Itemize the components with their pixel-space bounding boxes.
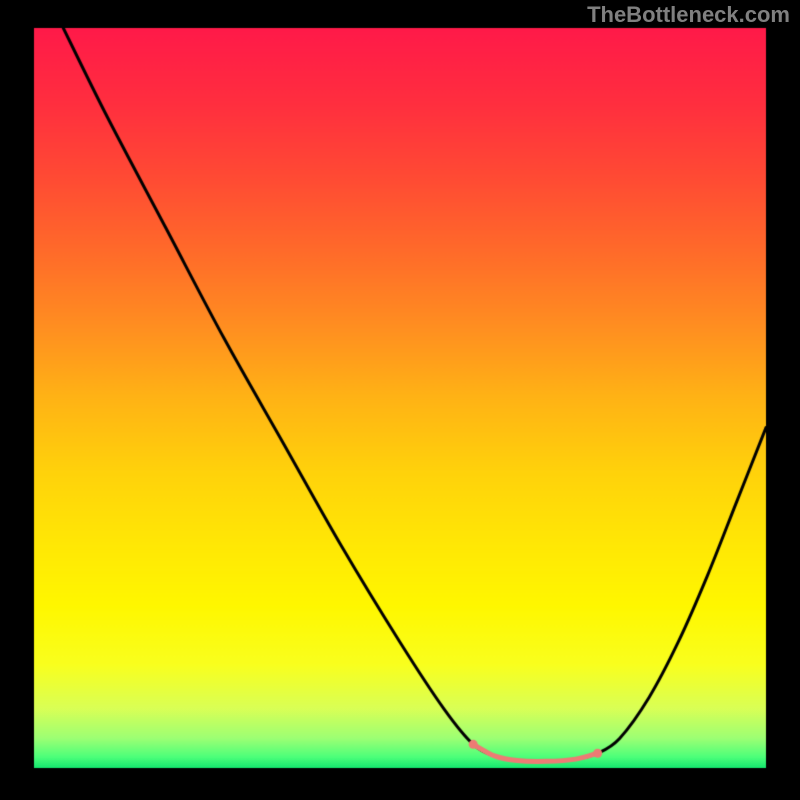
watermark-label: TheBottleneck.com (587, 2, 790, 28)
bottleneck-chart-canvas (0, 0, 800, 800)
chart-container: TheBottleneck.com (0, 0, 800, 800)
